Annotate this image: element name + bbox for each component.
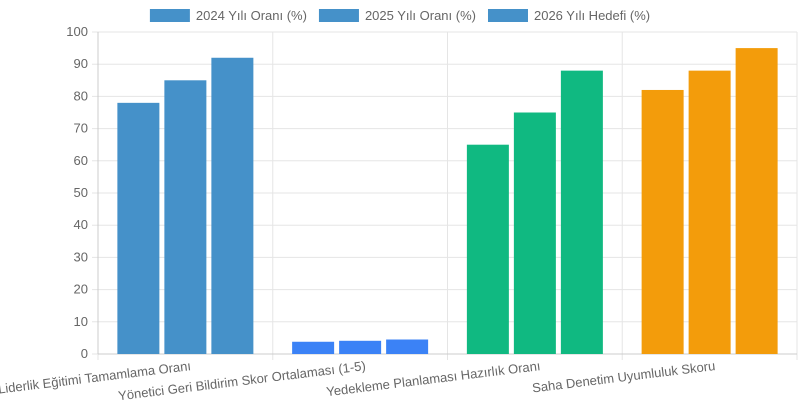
y-tick-label: 50 — [74, 185, 88, 200]
bar — [386, 339, 429, 354]
legend-label: 2024 Yılı Oranı (%) — [196, 8, 307, 23]
legend-swatch — [487, 9, 528, 22]
y-axis-tick-labels: 0 10 20 30 40 50 60 70 80 90 100 — [66, 24, 88, 361]
bars — [117, 48, 778, 355]
x-axis-tick-labels: Liderlik Eğitimi Tamamlama OranıYönetici… — [0, 358, 716, 400]
bar — [117, 102, 160, 354]
bar — [466, 144, 509, 354]
bar — [560, 70, 603, 354]
x-tick-label: Saha Denetim Uyumluluk Skoru — [531, 358, 716, 395]
bar — [513, 112, 556, 354]
y-tick-label: 30 — [74, 249, 88, 264]
bar — [688, 70, 731, 354]
y-tick-label: 80 — [74, 88, 88, 103]
y-tick-label: 10 — [74, 314, 88, 329]
y-tick-label: 20 — [74, 282, 88, 297]
y-tick-label: 0 — [81, 346, 88, 361]
legend: 2024 Yılı Oranı (%) 2025 Yılı Oranı (%) 20… — [149, 8, 650, 23]
y-tick-label: 100 — [66, 24, 88, 39]
legend-swatch — [149, 9, 190, 22]
legend-item[interactable]: 2024 Yılı Oranı (%) — [149, 8, 307, 23]
legend-swatch — [318, 9, 359, 22]
y-tick-label: 40 — [74, 217, 88, 232]
bar — [339, 340, 382, 354]
legend-label: 2025 Yılı Oranı (%) — [365, 8, 476, 23]
y-tick-label: 90 — [74, 56, 88, 71]
y-tick-label: 60 — [74, 153, 88, 168]
bar — [292, 341, 335, 354]
bar — [641, 89, 684, 355]
bar — [735, 48, 778, 354]
legend-item[interactable]: 2025 Yılı Oranı (%) — [318, 8, 476, 23]
legend-label: 2026 Yılı Hedefi (%) — [534, 8, 650, 23]
legend-item[interactable]: 2026 Yılı Hedefi (%) — [487, 8, 650, 23]
y-tick-label: 70 — [74, 121, 88, 136]
bar — [164, 80, 207, 355]
bar — [211, 57, 254, 354]
